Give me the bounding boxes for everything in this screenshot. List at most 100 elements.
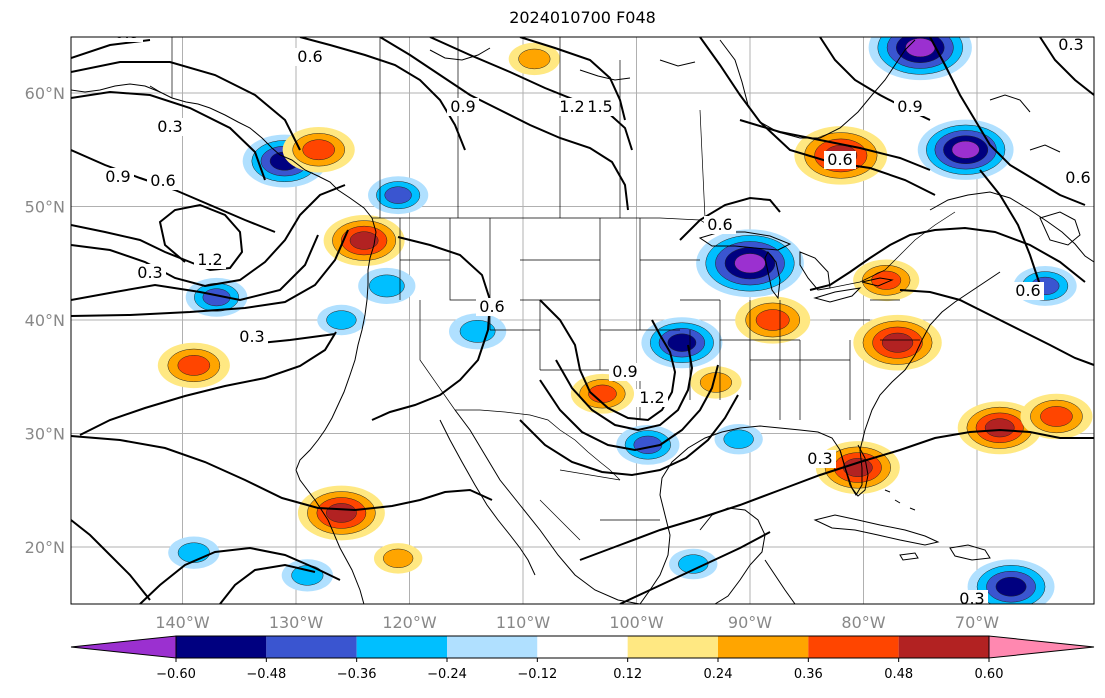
contour-lines [71, 37, 1094, 604]
contour-label: 0.3 [1058, 35, 1083, 54]
contour-label-bg [584, 98, 616, 116]
latitude-label: 40°N [25, 311, 65, 330]
positive-anomaly [282, 127, 355, 173]
coastlines-and-borders [71, 39, 1094, 604]
anomaly-level [667, 333, 697, 352]
contour-label: 0.3 [807, 449, 832, 468]
colorbar-min-extension [70, 635, 177, 659]
contour-label-bg [111, 37, 143, 42]
colorbar-tick-label: 0.48 [884, 667, 913, 682]
anomaly-level [326, 503, 357, 523]
contour-label-bg [476, 298, 508, 316]
west-coast-line [149, 85, 377, 604]
central-america-line [764, 559, 796, 604]
colorbar-tick-label: 0.60 [975, 667, 1004, 682]
contour-label: 1.5 [587, 97, 612, 116]
colorbar-tick-label: −0.24 [427, 667, 467, 682]
contour-label-bg [824, 151, 856, 169]
contour-label: 0.6 [1015, 281, 1040, 300]
colorbar-segment [898, 636, 989, 658]
negative-anomaly [616, 424, 680, 465]
contour-label-bg [194, 251, 226, 269]
colorbar-max-extension [988, 635, 1095, 659]
contour-label-bg [1062, 169, 1094, 187]
contour-label: 0.6 [827, 150, 852, 169]
anomaly-level [302, 139, 335, 161]
colorbar-segment [537, 636, 628, 658]
contour-label-bg [609, 363, 641, 381]
contour-label-bg [134, 264, 166, 282]
colorbar-tick-label: −0.48 [246, 667, 286, 682]
longitude-label: 130°W [269, 613, 324, 632]
contour-label-bg [154, 118, 186, 136]
mexico-west-coast [454, 409, 641, 604]
map-title: 2024010700 F048 [509, 8, 656, 27]
contour-label-bg [636, 389, 668, 407]
colorbar-segment [808, 636, 899, 658]
anomaly-level [723, 429, 754, 449]
colorbar-tick-label: 0.36 [794, 667, 823, 682]
negative-anomaly [317, 304, 366, 336]
colorbar [70, 635, 1095, 659]
negative-anomaly [448, 313, 507, 350]
contour-labels: 0.30.60.91.20.60.90.30.61.20.90.30.60.90… [102, 35, 1094, 608]
anomaly-level [984, 418, 1015, 438]
anomaly-level [349, 231, 379, 250]
negative-anomaly [696, 229, 804, 298]
contour-label-bg [236, 328, 268, 346]
colorbar-tick-label: 0.12 [613, 667, 642, 682]
positive-anomaly [508, 42, 560, 76]
contour-label-bg [294, 48, 326, 66]
colorbar-segment [447, 636, 538, 658]
contour-label-bg [894, 98, 926, 116]
contour-label: 0.6 [150, 171, 175, 190]
colorbar-tick-label: −0.60 [156, 667, 196, 682]
colorbar-tick-label: 0.24 [704, 667, 733, 682]
anomaly-level [871, 270, 902, 290]
anomaly-level [1040, 406, 1073, 427]
longitude-label: 100°W [609, 613, 664, 632]
contour-label-bg [956, 590, 988, 604]
anomaly-level [177, 355, 211, 376]
anomaly-level [734, 253, 766, 274]
anomaly-shading [157, 37, 1093, 604]
jamaica-line [899, 552, 919, 561]
longitude-label: 90°W [728, 613, 772, 632]
negative-anomaly [358, 267, 416, 304]
negative-anomaly [868, 37, 972, 81]
political-borders [171, 37, 956, 541]
colorbar-tick-label: −0.12 [517, 667, 557, 682]
contour-label: 0.3 [157, 117, 182, 136]
anomaly-level [368, 274, 405, 298]
contour-label: 0.3 [137, 263, 162, 282]
anomaly-level [881, 332, 914, 353]
anomaly-level [678, 554, 709, 574]
negative-anomaly [669, 548, 718, 580]
colorbar-segment [266, 636, 357, 658]
colorbar-ticks: −0.60 −0.48 −0.36 −0.24 −0.12 0.12 0.24 0.36 0.4… [156, 658, 1003, 682]
colorbar-segment [176, 636, 267, 658]
colorbar-segment [718, 636, 809, 658]
anomaly-level [905, 38, 936, 58]
anomaly-level [383, 548, 414, 568]
anomaly-level [177, 542, 210, 563]
positive-anomaly [1020, 393, 1093, 440]
contour-label: 0.3 [959, 589, 984, 608]
latitude-label: 50°N [25, 198, 65, 217]
anomaly-level [518, 48, 551, 70]
contour-label: 0.6 [479, 297, 504, 316]
lake-michigan [764, 251, 781, 300]
contour-label-bg [556, 98, 588, 116]
colorbar-frame [175, 635, 990, 659]
contour-label: 1.2 [559, 97, 584, 116]
lake-erie [813, 287, 862, 303]
anomaly-level [326, 310, 357, 330]
longitude-label: 70°W [955, 613, 999, 632]
alaska-coast-line [71, 83, 161, 93]
contour-label-bg [704, 216, 736, 234]
bahamas [884, 489, 916, 511]
colorbar-segment [356, 636, 447, 658]
positive-anomaly [297, 485, 385, 541]
contour-label-bg [447, 98, 479, 116]
